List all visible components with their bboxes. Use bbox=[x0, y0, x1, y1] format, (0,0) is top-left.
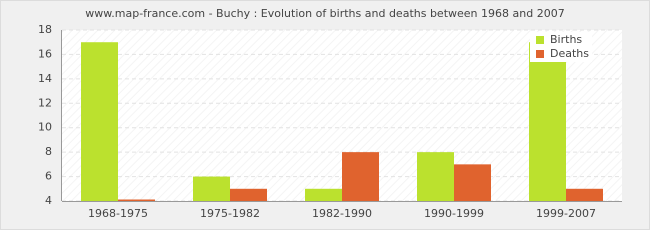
legend-label: Deaths bbox=[550, 47, 589, 60]
legend-label: Births bbox=[550, 33, 582, 46]
bar bbox=[193, 176, 230, 201]
bar bbox=[417, 152, 454, 201]
x-tick-label: 1982-1990 bbox=[312, 207, 372, 220]
bar bbox=[454, 164, 491, 201]
x-tick-label: 1975-1982 bbox=[200, 207, 260, 220]
legend-swatch bbox=[536, 36, 544, 44]
x-tick-label: 1990-1999 bbox=[424, 207, 484, 220]
bar bbox=[566, 188, 603, 201]
y-tick-label: 14 bbox=[38, 72, 52, 85]
y-tick-label: 12 bbox=[38, 96, 52, 109]
bar bbox=[529, 42, 566, 201]
legend-swatch bbox=[536, 50, 544, 58]
bar bbox=[81, 42, 118, 201]
y-tick-label: 16 bbox=[38, 47, 52, 60]
y-tick-label: 8 bbox=[45, 145, 52, 158]
y-tick-label: 10 bbox=[38, 121, 52, 134]
bar bbox=[342, 152, 379, 201]
bar bbox=[118, 199, 155, 201]
x-tick-label: 1968-1975 bbox=[88, 207, 148, 220]
y-tick-label: 6 bbox=[45, 170, 52, 183]
chart-title: www.map-france.com - Buchy : Evolution o… bbox=[85, 7, 564, 20]
bar bbox=[305, 188, 342, 201]
y-tick-label: 18 bbox=[38, 23, 52, 36]
chart: www.map-france.com - Buchy : Evolution o… bbox=[0, 0, 650, 230]
x-tick-label: 1999-2007 bbox=[536, 207, 596, 220]
y-tick-label: 4 bbox=[45, 194, 52, 207]
bar bbox=[230, 188, 267, 201]
